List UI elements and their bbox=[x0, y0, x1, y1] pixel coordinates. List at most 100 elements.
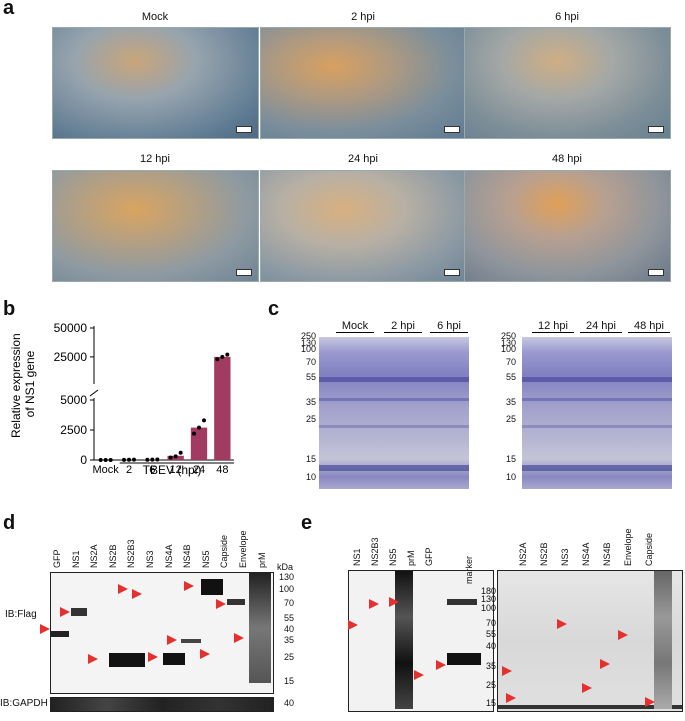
band-arrow-icon bbox=[60, 607, 70, 617]
micrograph-title: 2 hpi bbox=[351, 11, 375, 23]
lane-label: Capside bbox=[219, 534, 230, 568]
x-axis-label: TBEV (hpi) bbox=[143, 463, 202, 477]
data-point bbox=[127, 457, 131, 462]
lane-label: Envelope bbox=[623, 528, 633, 566]
data-point bbox=[220, 354, 225, 359]
y-tick-label: 2500 bbox=[60, 423, 87, 437]
data-point bbox=[108, 457, 113, 462]
western-blot-gapdh bbox=[50, 697, 274, 712]
marker-label: 100 bbox=[480, 603, 496, 613]
gel-group-label: 24 hpi bbox=[580, 320, 622, 333]
scale-bar bbox=[444, 269, 460, 276]
marker-label: 40 bbox=[485, 641, 496, 651]
marker-label: 100 bbox=[278, 584, 294, 594]
x-tick-label: 24 bbox=[193, 464, 205, 476]
lane-label: GFP bbox=[424, 547, 434, 566]
marker-label: 25 bbox=[485, 680, 496, 690]
lane-label: NS4B bbox=[182, 544, 193, 568]
marker-label: 70 bbox=[305, 357, 316, 367]
lane-label: NS2A bbox=[518, 542, 528, 566]
ib-flag-label: IB:Flag bbox=[5, 609, 37, 620]
data-point bbox=[150, 457, 155, 462]
marker-label: 35 bbox=[505, 397, 516, 407]
lane-label: NS4A bbox=[163, 544, 174, 568]
micrograph-2hpi bbox=[260, 27, 467, 139]
marker-label: 15 bbox=[283, 676, 294, 686]
lane-label: NS4A bbox=[581, 542, 591, 566]
lane-label: Capside bbox=[644, 532, 654, 566]
data-point bbox=[168, 455, 173, 460]
band-arrow-icon bbox=[618, 630, 628, 640]
lane-label: NS2B bbox=[107, 544, 118, 568]
marker-label: 70 bbox=[505, 357, 516, 367]
lane-label: NS2B3 bbox=[370, 537, 380, 566]
scale-bar bbox=[236, 126, 252, 133]
lane-label: NS3 bbox=[560, 548, 570, 566]
gel-group-label: 2 hpi bbox=[384, 320, 422, 333]
data-point bbox=[178, 450, 183, 455]
band-arrow-icon bbox=[645, 697, 655, 707]
y-tick-label: 5000 bbox=[60, 393, 87, 407]
gel-e-left bbox=[348, 570, 494, 712]
data-point bbox=[155, 457, 160, 462]
micrograph-12hpi bbox=[52, 170, 259, 282]
data-point bbox=[197, 425, 201, 430]
micrograph-title: 12 hpi bbox=[140, 153, 170, 165]
y-tick-label: 0 bbox=[80, 453, 87, 467]
micrograph-title: 6 hpi bbox=[555, 11, 579, 23]
scale-bar bbox=[236, 269, 252, 276]
band-arrow-icon bbox=[118, 584, 128, 594]
band-arrow-icon bbox=[436, 660, 446, 670]
axis-break-mark bbox=[89, 389, 99, 397]
panel-c-label: c bbox=[268, 298, 280, 320]
marker-label: 130 bbox=[480, 594, 496, 604]
marker-label: 15 bbox=[305, 454, 316, 464]
marker-label: 10 bbox=[305, 472, 316, 482]
micrograph-6hpi bbox=[464, 27, 671, 139]
band-arrow-icon bbox=[389, 597, 399, 607]
scale-bar bbox=[444, 126, 460, 133]
band-arrow-icon bbox=[414, 670, 424, 680]
marker-label: 15 bbox=[485, 698, 496, 708]
x-tick-label: 2 bbox=[126, 464, 132, 476]
marker-label: 100 bbox=[500, 344, 516, 354]
panel-e-label: e bbox=[301, 512, 313, 534]
lane-label: Envelope bbox=[238, 530, 248, 568]
coomassie-gel-left bbox=[319, 337, 469, 489]
marker-label: 55 bbox=[283, 613, 294, 623]
marker-label: 130 bbox=[500, 338, 516, 348]
micrograph-title: Mock bbox=[141, 11, 169, 23]
kda-label: kDa bbox=[277, 562, 294, 572]
marker-label: 40 bbox=[283, 624, 294, 634]
panel-b-chart: Relative expression of NS1 gene 0 2500 500… bbox=[9, 321, 234, 477]
data-point bbox=[192, 431, 196, 436]
bar bbox=[190, 427, 208, 460]
marker-label: 15 bbox=[505, 454, 516, 464]
band-arrow-icon bbox=[88, 654, 98, 664]
ib-gapdh-label: IB:GAPDH bbox=[0, 698, 48, 709]
band-arrow-icon bbox=[148, 652, 158, 662]
lane-label: NS2B3 bbox=[126, 539, 137, 568]
panel-a-label: a bbox=[3, 0, 15, 19]
band-arrow-icon bbox=[184, 581, 194, 591]
marker-label: 130 bbox=[300, 338, 316, 348]
band-arrow-icon bbox=[348, 620, 358, 630]
lane-label: NS4B bbox=[602, 542, 612, 566]
marker-lane-label: marker bbox=[464, 555, 474, 584]
band-arrow-icon bbox=[216, 599, 226, 609]
band-arrow-icon bbox=[502, 666, 512, 676]
marker-label: 100 bbox=[300, 344, 316, 354]
band-arrow-icon bbox=[40, 624, 50, 634]
coomassie-gel-right bbox=[522, 337, 672, 489]
scale-bar bbox=[648, 126, 664, 133]
marker-label: 250 bbox=[300, 331, 316, 341]
lane-label: GFP bbox=[52, 549, 62, 568]
marker-label: 25 bbox=[505, 414, 516, 424]
data-point bbox=[225, 352, 230, 357]
band-arrow-icon bbox=[582, 683, 592, 693]
gel-group-label: 48 hpi bbox=[628, 320, 670, 333]
band-arrow-icon bbox=[600, 659, 610, 669]
marker-label: 35 bbox=[485, 661, 496, 671]
band-arrow-icon bbox=[557, 619, 567, 629]
lane-label: NS2A bbox=[89, 544, 100, 568]
